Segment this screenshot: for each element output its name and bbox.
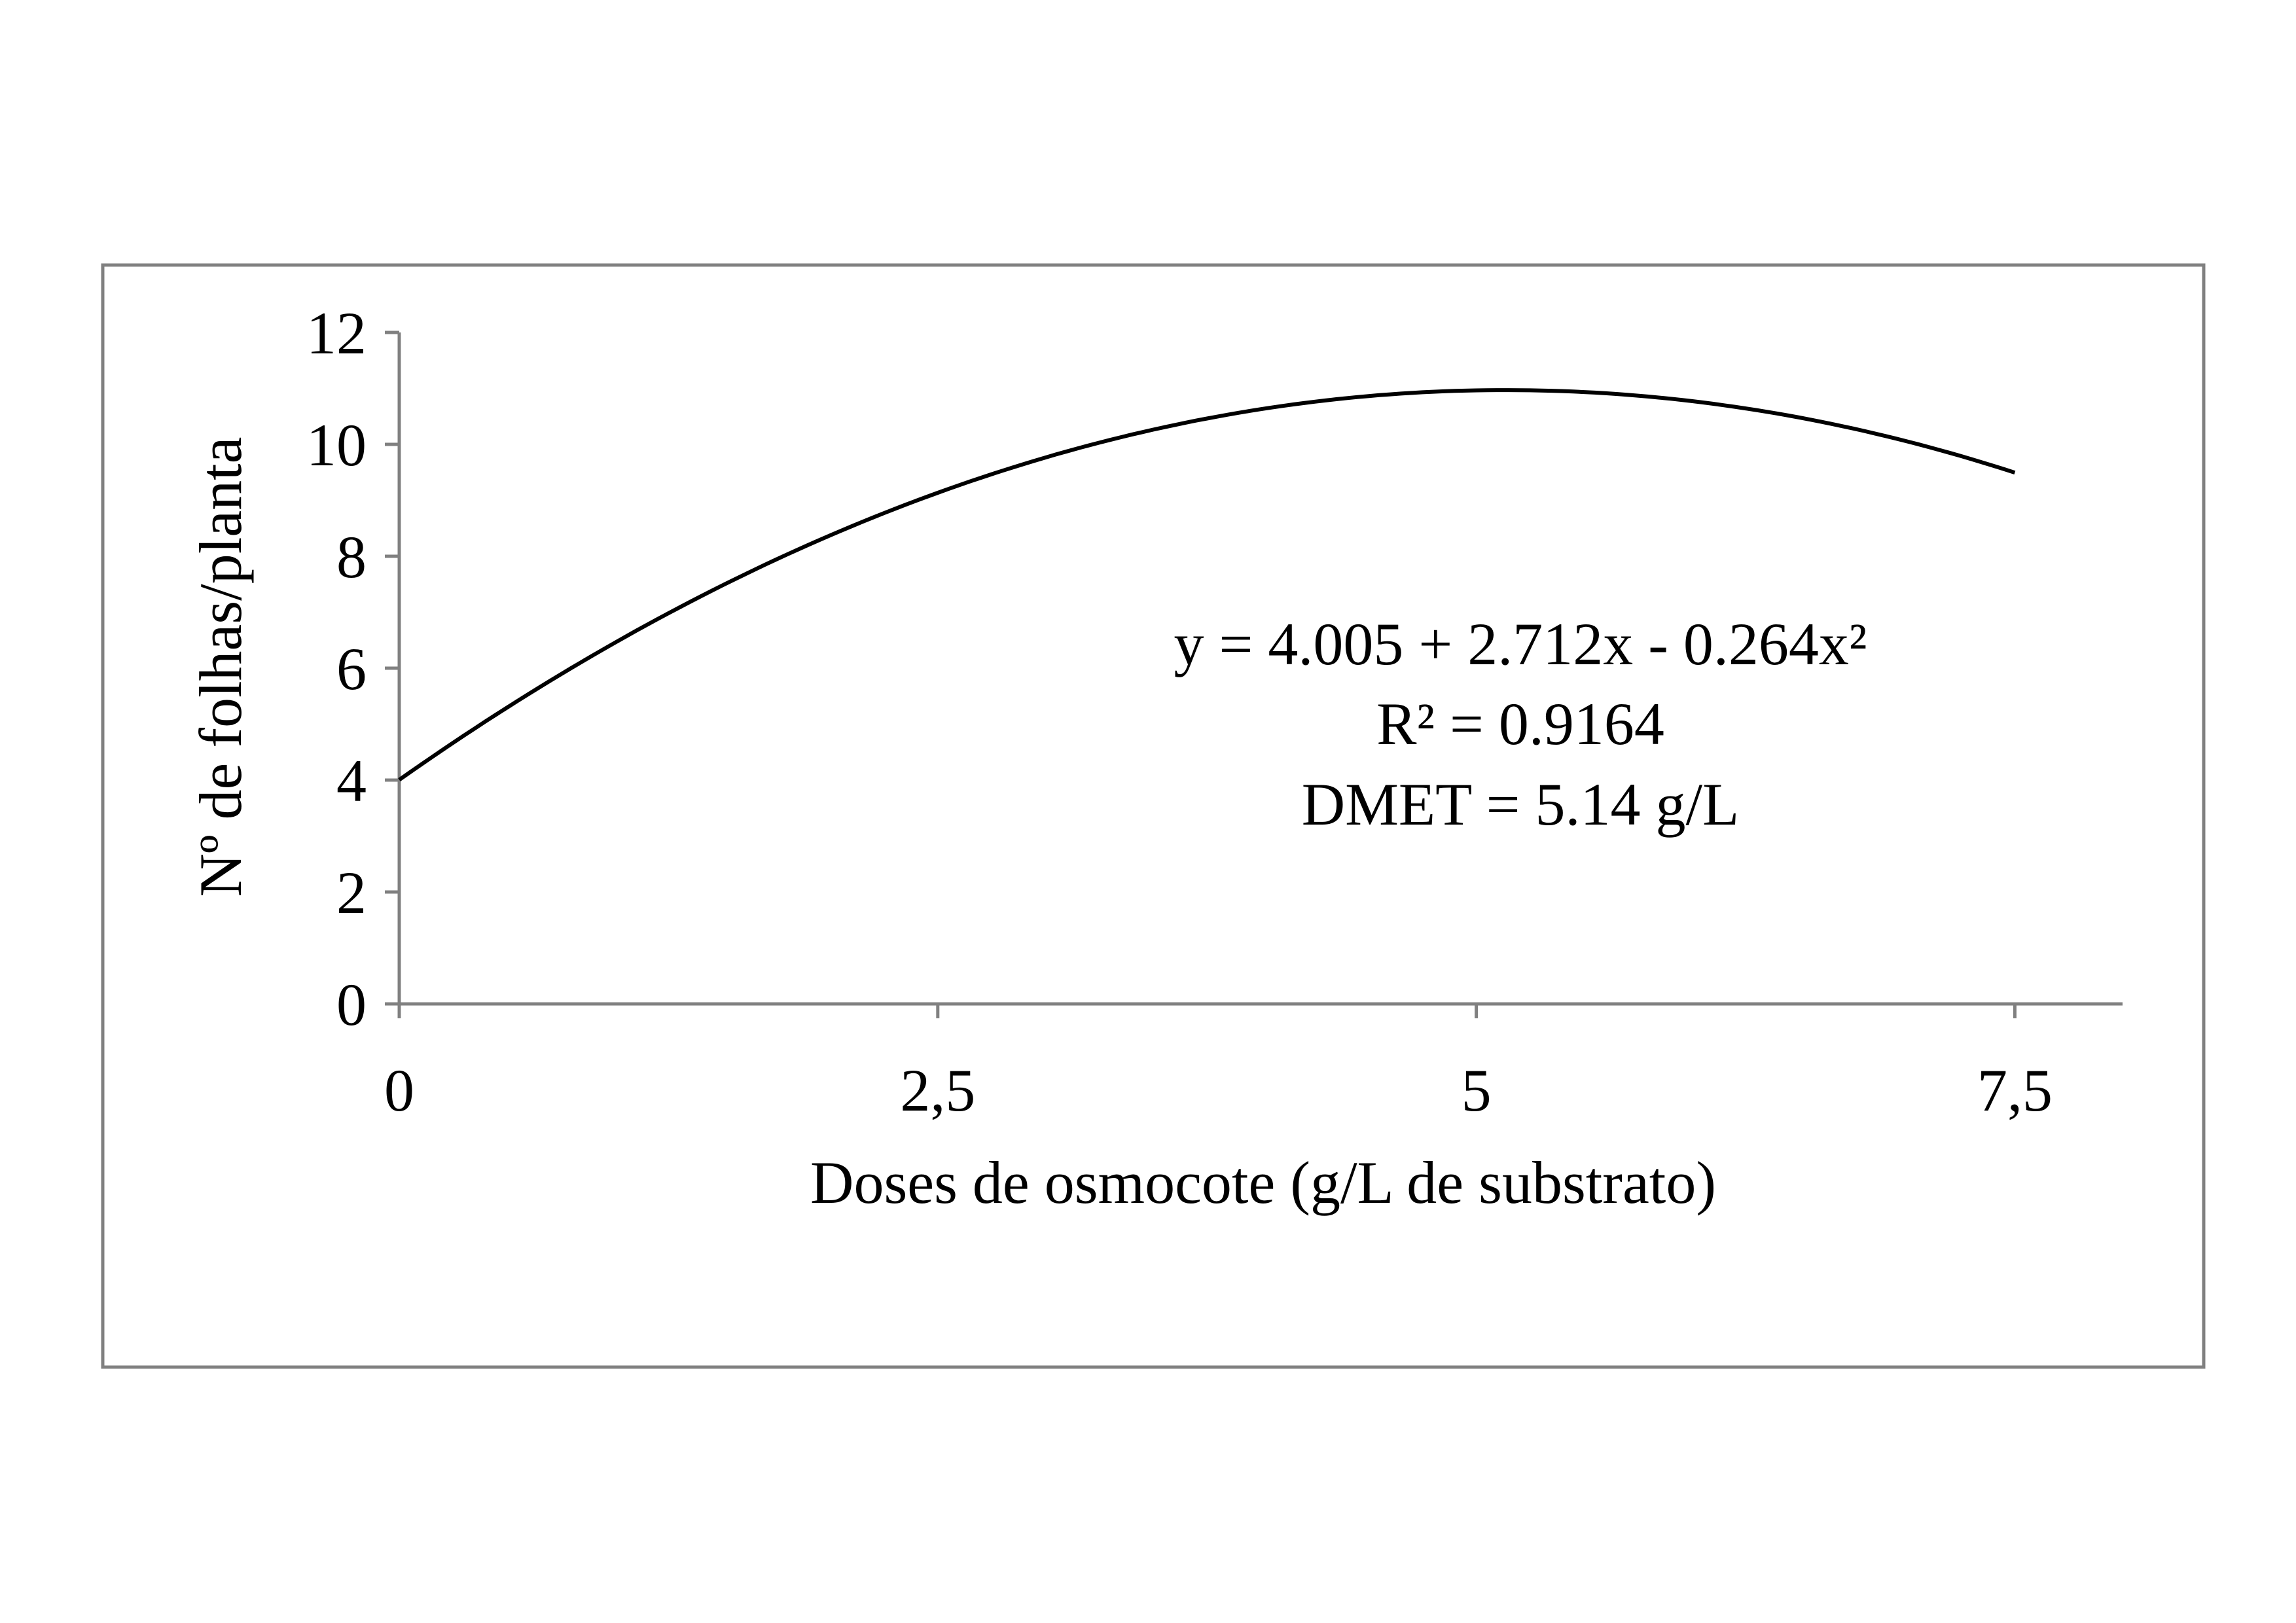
y-axis-label: Nº de folhas/planta xyxy=(187,437,254,897)
y-tick-label: 10 xyxy=(306,412,367,478)
annotation-dmet: DMET = 5.14 g/L xyxy=(1302,771,1740,838)
x-tick-label: 0 xyxy=(384,1057,414,1124)
annotation-r2: R² = 0.9164 xyxy=(1376,690,1664,757)
y-tick-label: 8 xyxy=(336,524,367,590)
x-axis-label: Doses de osmocote (g/L de substrato) xyxy=(810,1149,1716,1216)
x-tick-label: 7,5 xyxy=(1977,1057,2053,1124)
x-tick-label: 5 xyxy=(1462,1057,1492,1124)
y-tick-label: 12 xyxy=(306,300,367,366)
fit-curve xyxy=(398,388,2016,782)
y-tick-label: 4 xyxy=(336,747,367,814)
y-tick-label: 0 xyxy=(336,971,367,1038)
y-tick-label: 2 xyxy=(336,859,367,926)
y-tick-label: 6 xyxy=(336,635,367,702)
x-tick-label: 2,5 xyxy=(900,1057,975,1124)
annotation-equation: y = 4.005 + 2.712x - 0.264x² xyxy=(1174,611,1867,677)
chart-frame xyxy=(101,263,2206,1369)
